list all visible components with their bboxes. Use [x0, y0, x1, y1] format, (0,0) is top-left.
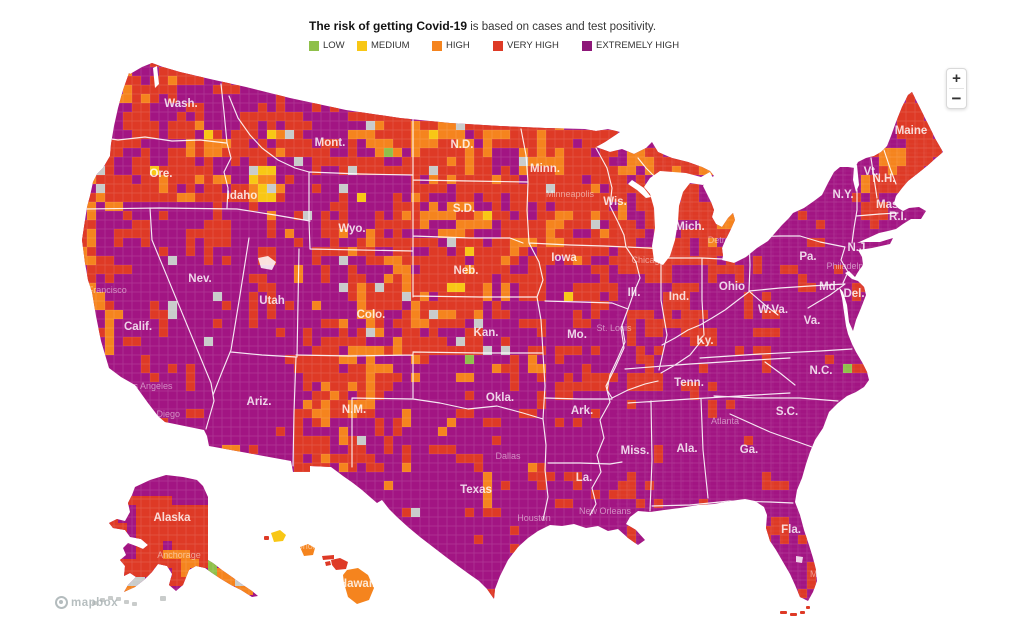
svg-text:Iowa: Iowa	[551, 252, 577, 264]
svg-text:Alaska: Alaska	[153, 512, 191, 524]
svg-text:Maine: Maine	[895, 125, 928, 137]
svg-text:Ky.: Ky.	[696, 335, 713, 347]
svg-text:N.D.: N.D.	[451, 139, 474, 151]
svg-text:Ind.: Ind.	[669, 291, 689, 303]
svg-text:Wash.: Wash.	[164, 98, 197, 110]
svg-text:Dallas: Dallas	[495, 451, 521, 461]
svg-text:Kan.: Kan.	[474, 327, 499, 339]
svg-text:Miss.: Miss.	[621, 445, 650, 457]
svg-text:Philadelphia: Philadelphia	[826, 261, 875, 271]
svg-text:New Orleans: New Orleans	[579, 506, 632, 516]
svg-text:Ariz.: Ariz.	[247, 396, 272, 408]
svg-text:Va.: Va.	[804, 315, 821, 327]
svg-text:Mo.: Mo.	[567, 329, 587, 341]
svg-text:Idaho: Idaho	[227, 190, 258, 202]
svg-text:Hawaii: Hawaii	[339, 578, 375, 590]
svg-text:N.M.: N.M.	[342, 404, 366, 416]
svg-text:N.J.: N.J.	[847, 242, 868, 254]
svg-text:Pa.: Pa.	[799, 251, 816, 263]
svg-text:Okla.: Okla.	[486, 392, 514, 404]
svg-text:Del.: Del.	[843, 288, 864, 300]
svg-text:N.C.: N.C.	[810, 365, 833, 377]
svg-text:Ala.: Ala.	[676, 443, 697, 455]
svg-text:Chicago: Chicago	[631, 255, 664, 265]
svg-text:La.: La.	[576, 472, 593, 484]
svg-text:Detroit: Detroit	[708, 235, 735, 245]
svg-text:Mich.: Mich.	[675, 221, 704, 233]
svg-text:Ore.: Ore.	[149, 168, 172, 180]
svg-text:S.C.: S.C.	[776, 406, 798, 418]
svg-text:Ohio: Ohio	[719, 281, 745, 293]
svg-text:San Francisco: San Francisco	[69, 285, 127, 295]
svg-text:Tenn.: Tenn.	[674, 377, 704, 389]
svg-text:Atlanta: Atlanta	[711, 416, 739, 426]
svg-text:San Diego: San Diego	[138, 409, 180, 419]
svg-text:Calif.: Calif.	[124, 321, 152, 333]
svg-text:Honolulu: Honolulu	[291, 541, 327, 551]
svg-text:Utah: Utah	[259, 295, 285, 307]
svg-text:Fla.: Fla.	[781, 524, 801, 536]
svg-text:Wis.: Wis.	[603, 196, 627, 208]
svg-text:Los Angeles: Los Angeles	[123, 381, 173, 391]
svg-text:Wyo.: Wyo.	[338, 223, 365, 235]
svg-text:Colo.: Colo.	[357, 309, 386, 321]
svg-text:S.D.: S.D.	[453, 203, 475, 215]
svg-text:Mont.: Mont.	[315, 137, 346, 149]
svg-text:Anchorage: Anchorage	[157, 550, 201, 560]
svg-text:Mass.: Mass.	[876, 199, 908, 211]
svg-text:N.H.: N.H.	[873, 173, 896, 185]
svg-text:Ga.: Ga.	[740, 444, 759, 456]
svg-text:Neb.: Neb.	[454, 265, 479, 277]
svg-text:Ill.: Ill.	[628, 287, 641, 299]
svg-text:W.Va.: W.Va.	[758, 304, 788, 316]
svg-text:Texas: Texas	[460, 484, 492, 496]
svg-text:N.Y.: N.Y.	[832, 189, 853, 201]
svg-text:R.I.: R.I.	[889, 211, 907, 223]
svg-text:Minn.: Minn.	[530, 163, 560, 175]
svg-text:Ark.: Ark.	[571, 405, 593, 417]
svg-text:Houston: Houston	[517, 513, 551, 523]
svg-text:Md.: Md.	[819, 281, 839, 293]
svg-text:St. Louis: St. Louis	[596, 323, 632, 333]
svg-text:Nev.: Nev.	[188, 273, 211, 285]
svg-text:Minneapolis: Minneapolis	[546, 189, 595, 199]
svg-text:Miami: Miami	[810, 569, 834, 579]
svg-text:Vt.: Vt.	[864, 166, 879, 178]
